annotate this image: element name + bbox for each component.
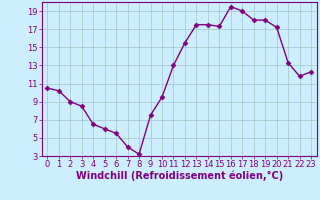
X-axis label: Windchill (Refroidissement éolien,°C): Windchill (Refroidissement éolien,°C) [76, 171, 283, 181]
